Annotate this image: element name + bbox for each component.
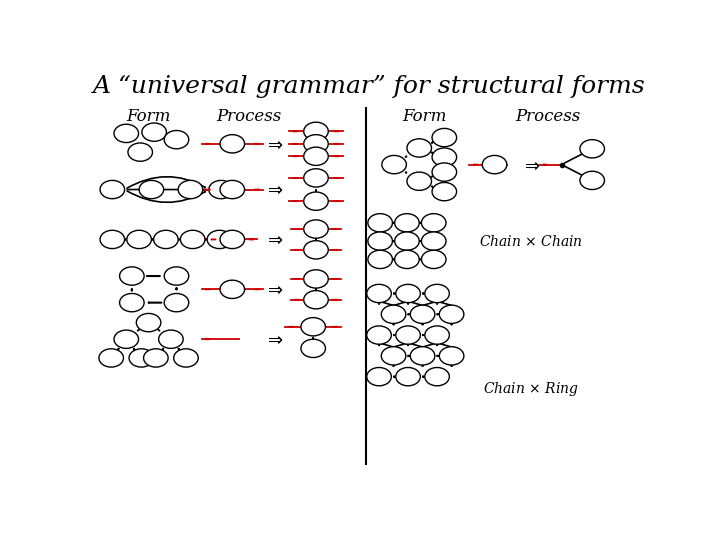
Circle shape (220, 134, 245, 153)
Circle shape (425, 368, 449, 386)
Circle shape (139, 180, 163, 199)
Circle shape (304, 147, 328, 165)
Circle shape (382, 305, 406, 323)
Text: $\Rightarrow$: $\Rightarrow$ (264, 280, 284, 298)
Circle shape (164, 293, 189, 312)
Text: Chain $\times$ Ring: Chain $\times$ Ring (483, 380, 579, 398)
Circle shape (127, 230, 151, 248)
Circle shape (366, 326, 392, 344)
Circle shape (425, 285, 449, 302)
Circle shape (368, 232, 392, 250)
Circle shape (432, 163, 456, 181)
Circle shape (410, 347, 435, 365)
Circle shape (304, 291, 328, 309)
Text: Process: Process (515, 109, 580, 125)
Circle shape (439, 305, 464, 323)
Circle shape (301, 339, 325, 357)
Circle shape (410, 305, 435, 323)
Text: $\Rightarrow$: $\Rightarrow$ (264, 135, 284, 153)
Circle shape (129, 349, 153, 367)
Circle shape (220, 180, 245, 199)
Circle shape (304, 134, 328, 153)
Circle shape (382, 156, 406, 174)
Circle shape (396, 285, 420, 302)
Circle shape (304, 168, 328, 187)
Circle shape (366, 368, 392, 386)
Circle shape (421, 232, 446, 250)
Circle shape (304, 241, 328, 259)
Circle shape (99, 349, 124, 367)
Circle shape (301, 318, 325, 336)
Circle shape (304, 122, 328, 140)
Circle shape (174, 349, 198, 367)
Text: $\Rightarrow$: $\Rightarrow$ (264, 330, 284, 348)
Circle shape (114, 124, 138, 143)
Text: Chain $\times$ Chain: Chain $\times$ Chain (479, 234, 582, 248)
Circle shape (207, 230, 232, 248)
Circle shape (304, 220, 328, 238)
Circle shape (142, 123, 166, 141)
Circle shape (100, 180, 125, 199)
Circle shape (425, 326, 449, 344)
Circle shape (580, 140, 605, 158)
Circle shape (220, 280, 245, 299)
Circle shape (395, 214, 419, 232)
Circle shape (181, 230, 205, 248)
Circle shape (432, 183, 456, 201)
Circle shape (178, 180, 203, 199)
Circle shape (396, 368, 420, 386)
Circle shape (128, 143, 153, 161)
Circle shape (395, 250, 419, 268)
Circle shape (158, 330, 183, 348)
Circle shape (143, 349, 168, 367)
Circle shape (304, 270, 328, 288)
Circle shape (120, 293, 144, 312)
Circle shape (366, 285, 392, 302)
Circle shape (432, 129, 456, 147)
Text: $\Rightarrow$: $\Rightarrow$ (264, 180, 284, 199)
Circle shape (432, 148, 456, 166)
Circle shape (164, 131, 189, 149)
Circle shape (220, 230, 245, 248)
Circle shape (580, 171, 605, 190)
Circle shape (407, 139, 431, 157)
Circle shape (209, 180, 233, 199)
Text: A “universal grammar” for structural forms: A “universal grammar” for structural for… (93, 75, 645, 98)
Circle shape (407, 172, 431, 191)
Text: Form: Form (402, 109, 447, 125)
Circle shape (395, 232, 419, 250)
Circle shape (136, 313, 161, 332)
Circle shape (368, 250, 392, 268)
Circle shape (382, 347, 406, 365)
Circle shape (421, 250, 446, 268)
Circle shape (100, 230, 125, 248)
Circle shape (421, 214, 446, 232)
Circle shape (120, 267, 144, 285)
Text: $\Rightarrow$: $\Rightarrow$ (521, 156, 541, 173)
Circle shape (164, 267, 189, 285)
Circle shape (304, 192, 328, 211)
Text: Process: Process (217, 109, 282, 125)
Circle shape (396, 326, 420, 344)
Circle shape (114, 330, 138, 348)
Circle shape (368, 214, 392, 232)
Circle shape (439, 347, 464, 365)
Text: Form: Form (127, 109, 171, 125)
Circle shape (482, 156, 507, 174)
Text: $\Rightarrow$: $\Rightarrow$ (264, 231, 284, 248)
Circle shape (153, 230, 178, 248)
